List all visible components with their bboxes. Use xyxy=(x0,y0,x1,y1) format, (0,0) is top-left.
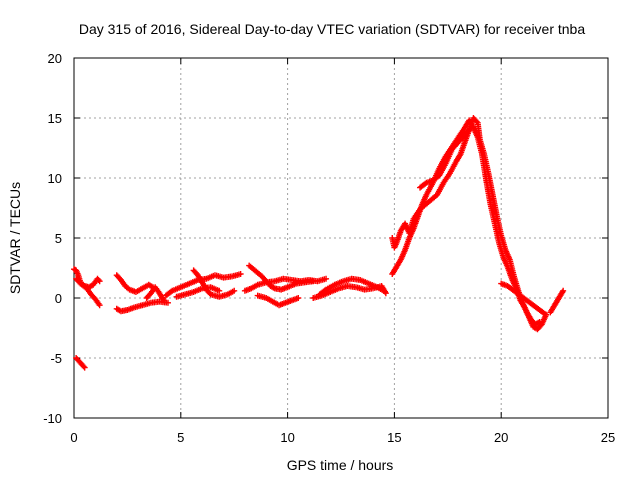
y-tick-label: 15 xyxy=(48,111,62,126)
data-point xyxy=(96,278,103,285)
data-points xyxy=(71,115,567,371)
data-point xyxy=(473,118,480,125)
x-tick-label: 10 xyxy=(280,430,294,445)
data-point xyxy=(96,302,103,309)
x-tick-label: 20 xyxy=(494,430,508,445)
data-point xyxy=(382,290,389,297)
y-tick-label: 5 xyxy=(55,231,62,246)
y-tick-label: 10 xyxy=(48,171,62,186)
x-tick-label: 5 xyxy=(177,430,184,445)
x-tick-label: 25 xyxy=(601,430,615,445)
data-point xyxy=(560,287,567,294)
y-tick-label: -10 xyxy=(43,411,62,426)
x-tick-label: 15 xyxy=(387,430,401,445)
chart-title: Day 315 of 2016, Sidereal Day-to-day VTE… xyxy=(79,21,586,37)
data-point xyxy=(543,311,550,318)
data-point xyxy=(468,124,475,131)
data-point xyxy=(541,310,548,317)
x-tick-label: 0 xyxy=(70,430,77,445)
y-tick-label: -5 xyxy=(50,351,62,366)
y-tick-label: 0 xyxy=(55,291,62,306)
data-point xyxy=(160,297,167,304)
data-point xyxy=(237,271,244,277)
data-point xyxy=(81,364,88,371)
data-point xyxy=(95,277,102,283)
data-point xyxy=(295,295,302,301)
data-point xyxy=(80,363,87,370)
y-axis-label: SDTVAR / TECUs xyxy=(7,182,23,294)
axis-ticks: 0 5 10 15 20 25 -10 -5 0 5 10 15 20 xyxy=(43,51,615,445)
data-point xyxy=(231,287,238,294)
y-tick-label: 20 xyxy=(48,51,62,66)
data-point xyxy=(323,275,330,282)
data-point xyxy=(164,299,171,306)
x-axis-label: GPS time / hours xyxy=(287,457,394,473)
grid-lines xyxy=(74,58,608,418)
data-point xyxy=(216,287,223,294)
